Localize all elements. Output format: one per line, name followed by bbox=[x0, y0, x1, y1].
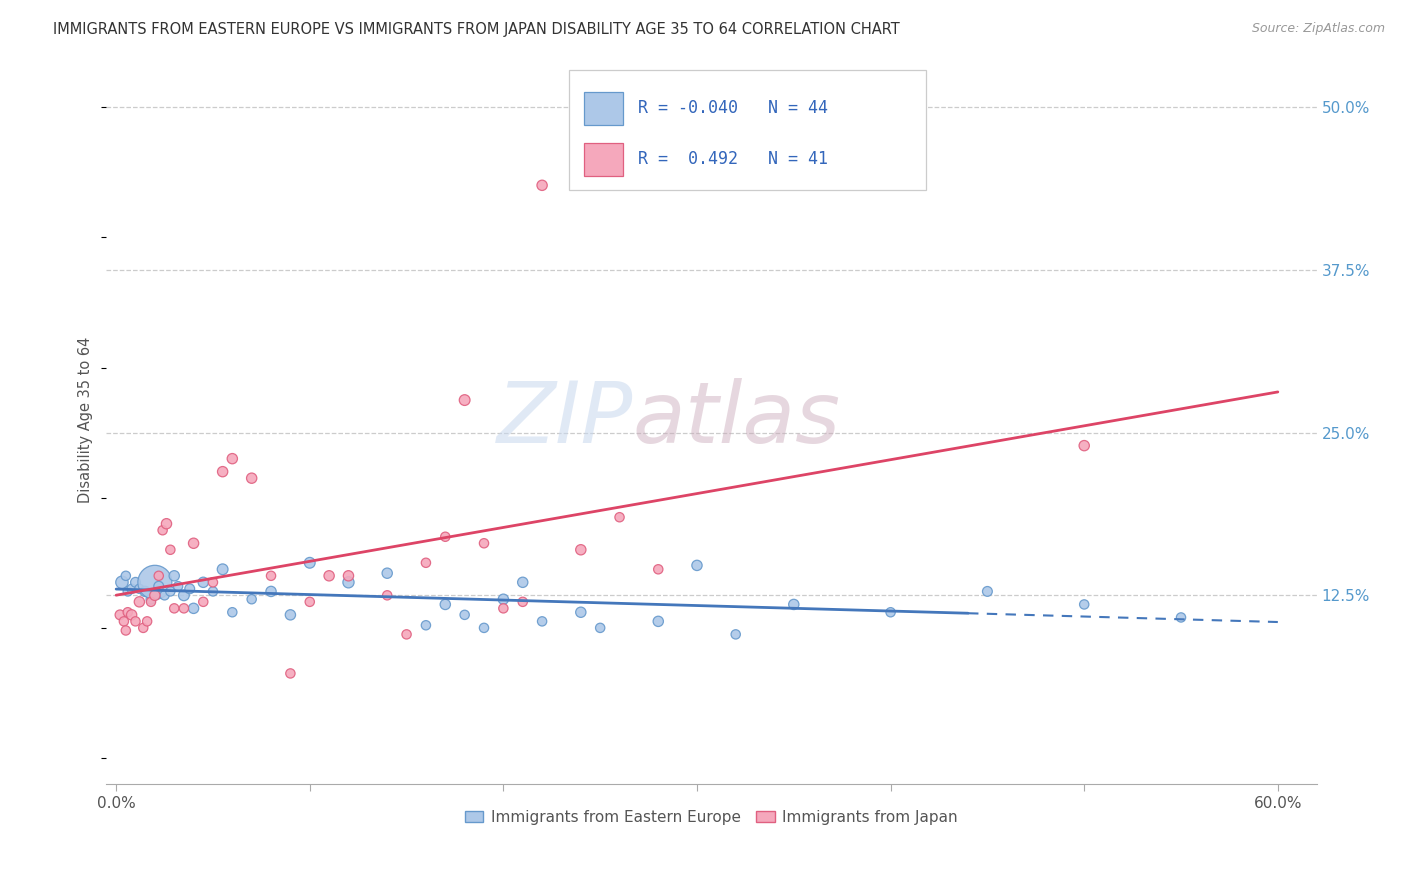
Point bbox=[976, 584, 998, 599]
Point bbox=[531, 178, 554, 193]
Point bbox=[415, 556, 437, 570]
Point bbox=[686, 558, 709, 573]
Point bbox=[139, 592, 162, 607]
Point bbox=[183, 536, 205, 550]
Point bbox=[163, 601, 186, 615]
Text: R = -0.040   N = 44: R = -0.040 N = 44 bbox=[638, 99, 828, 118]
Point bbox=[492, 601, 515, 615]
Point bbox=[155, 516, 177, 531]
Point bbox=[136, 615, 159, 629]
Point bbox=[153, 588, 176, 602]
Point bbox=[375, 566, 398, 581]
Point bbox=[240, 471, 263, 485]
Point bbox=[121, 607, 143, 622]
Point bbox=[221, 451, 243, 466]
Text: Source: ZipAtlas.com: Source: ZipAtlas.com bbox=[1251, 22, 1385, 36]
Point bbox=[724, 627, 747, 641]
Point bbox=[159, 584, 181, 599]
Point bbox=[337, 569, 360, 583]
Point bbox=[128, 595, 150, 609]
Legend: Immigrants from Eastern Europe, Immigrants from Japan: Immigrants from Eastern Europe, Immigran… bbox=[458, 804, 965, 831]
Point bbox=[111, 575, 134, 590]
Point bbox=[1170, 610, 1192, 624]
Point bbox=[173, 601, 195, 615]
Point bbox=[298, 556, 321, 570]
Point bbox=[179, 582, 201, 596]
Point bbox=[395, 627, 418, 641]
Text: atlas: atlas bbox=[633, 378, 841, 461]
FancyBboxPatch shape bbox=[568, 70, 925, 190]
Point bbox=[472, 621, 495, 635]
Point bbox=[108, 607, 131, 622]
Point bbox=[589, 621, 612, 635]
Point bbox=[167, 579, 190, 593]
Point bbox=[531, 615, 554, 629]
Point bbox=[434, 530, 457, 544]
Point bbox=[121, 582, 143, 596]
Text: IMMIGRANTS FROM EASTERN EUROPE VS IMMIGRANTS FROM JAPAN DISABILITY AGE 35 TO 64 : IMMIGRANTS FROM EASTERN EUROPE VS IMMIGR… bbox=[53, 22, 900, 37]
Point bbox=[124, 575, 146, 590]
Point bbox=[569, 542, 592, 557]
Point bbox=[221, 605, 243, 619]
Point bbox=[280, 666, 302, 681]
Point bbox=[318, 569, 340, 583]
Point bbox=[415, 618, 437, 632]
Point bbox=[1073, 598, 1095, 612]
Point bbox=[132, 621, 155, 635]
Point bbox=[148, 579, 170, 593]
Text: ZIP: ZIP bbox=[496, 378, 633, 461]
Point bbox=[183, 601, 205, 615]
Point bbox=[143, 588, 166, 602]
Point bbox=[159, 542, 181, 557]
Point bbox=[134, 584, 156, 599]
Point bbox=[201, 575, 224, 590]
Point bbox=[375, 588, 398, 602]
Point bbox=[260, 584, 283, 599]
Point bbox=[143, 575, 166, 590]
Point bbox=[128, 582, 150, 596]
Point bbox=[173, 588, 195, 602]
Point bbox=[783, 598, 806, 612]
Point bbox=[211, 562, 233, 576]
Point bbox=[512, 595, 534, 609]
Text: R =  0.492   N = 41: R = 0.492 N = 41 bbox=[638, 151, 828, 169]
Point bbox=[434, 598, 457, 612]
Point bbox=[280, 607, 302, 622]
Point bbox=[152, 523, 174, 537]
Point bbox=[1073, 439, 1095, 453]
Point bbox=[240, 592, 263, 607]
Point bbox=[337, 575, 360, 590]
Point bbox=[512, 575, 534, 590]
Point bbox=[492, 592, 515, 607]
Point bbox=[211, 465, 233, 479]
Point bbox=[298, 595, 321, 609]
Point bbox=[647, 562, 669, 576]
Point bbox=[117, 584, 139, 599]
Point bbox=[569, 605, 592, 619]
Bar bbox=[585, 92, 623, 125]
Bar bbox=[585, 143, 623, 176]
Point bbox=[139, 595, 162, 609]
Point bbox=[114, 624, 136, 638]
Point bbox=[193, 595, 215, 609]
Point bbox=[260, 569, 283, 583]
Point bbox=[609, 510, 631, 524]
Point bbox=[114, 569, 136, 583]
Point bbox=[124, 615, 146, 629]
Point bbox=[193, 575, 215, 590]
Point bbox=[453, 393, 475, 408]
Point bbox=[472, 536, 495, 550]
Point bbox=[163, 569, 186, 583]
Point bbox=[647, 615, 669, 629]
Point bbox=[148, 569, 170, 583]
Point bbox=[117, 605, 139, 619]
Point bbox=[112, 615, 135, 629]
Point bbox=[879, 605, 901, 619]
Y-axis label: Disability Age 35 to 64: Disability Age 35 to 64 bbox=[79, 336, 93, 503]
Point bbox=[453, 607, 475, 622]
Point bbox=[201, 584, 224, 599]
